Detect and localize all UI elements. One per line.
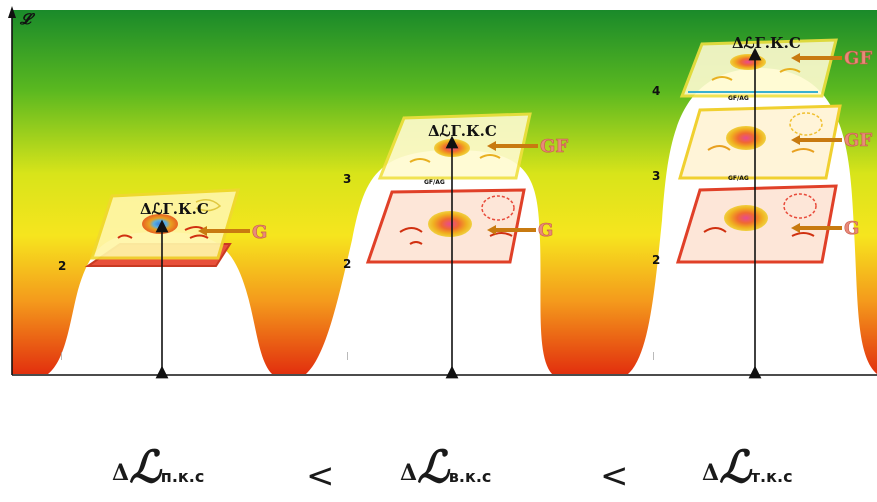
- panel-1-top-label: ΔℒГ.К.С: [140, 200, 209, 218]
- floor-tick-3: |: [652, 351, 655, 360]
- formula-sub-1: п.к.с: [160, 467, 205, 486]
- level-3-panel2: 3: [343, 172, 351, 186]
- panel-3-inner-label-upper: GF/AG: [728, 95, 749, 102]
- formula-sub-2: в.к.с: [448, 467, 492, 486]
- panel-2-inner-label: GF/AG: [424, 179, 445, 186]
- panel-1-g-arrowhead: [198, 226, 207, 236]
- formula-L-2: ℒ: [417, 442, 449, 493]
- formula-L-1: ℒ: [129, 442, 161, 493]
- panel-2-g-arrowhead: [487, 225, 496, 235]
- level-4-panel3: 4: [652, 84, 660, 98]
- panel-3-top-label: ΔℒГ.К.С: [732, 34, 801, 52]
- floor-tick-2: |: [346, 351, 349, 360]
- level-2-panel1: 2: [58, 259, 66, 273]
- panel-3-inner-label-lower: GF/AG: [728, 175, 749, 182]
- formula-term-1: Δℒп.к.с: [112, 446, 204, 490]
- formula-row: Δℒп.к.с < Δℒв.к.с < Δℒт.к.с: [0, 446, 877, 497]
- panel-2-gf-label: GF: [540, 136, 568, 157]
- formula-sub-3: т.к.с: [750, 467, 793, 486]
- panel-3-gf-arrowhead-top: [791, 53, 800, 63]
- formula-delta-2: Δ: [400, 460, 418, 486]
- panel-2-g-label: G: [538, 220, 553, 241]
- level-3-panel3: 3: [652, 169, 660, 183]
- level-2-panel3: 2: [652, 253, 660, 267]
- floor-tick-1: |: [60, 351, 63, 360]
- formula-term-3: Δℒт.к.с: [702, 446, 793, 490]
- panel-3-gf-arrowhead-mid: [791, 135, 800, 145]
- formula-term-2: Δℒв.к.с: [400, 446, 491, 490]
- panel-3-bottom-cell: [675, 184, 838, 264]
- formula-lt-2: <: [600, 456, 629, 496]
- panel-2-lower-cell: [365, 188, 526, 264]
- y-axis-arrow: [8, 6, 16, 18]
- formula-delta-1: Δ: [112, 460, 130, 486]
- panel-3-g-label: G: [844, 218, 859, 239]
- panel-3-gf-label-top: GF: [844, 48, 872, 69]
- panel-2-top-label: ΔℒГ.К.С: [428, 122, 497, 140]
- formula-lt-1: <: [306, 456, 335, 496]
- panel-3-g-arrowhead: [791, 223, 800, 233]
- formula-L-3: ℒ: [719, 442, 751, 493]
- panel-1-g-label: G: [252, 222, 267, 243]
- panel-2-gf-arrowhead: [487, 141, 496, 151]
- formula-delta-3: Δ: [702, 460, 720, 486]
- panel-3-gf-label-mid: GF: [844, 130, 872, 151]
- level-2-panel2: 2: [343, 257, 351, 271]
